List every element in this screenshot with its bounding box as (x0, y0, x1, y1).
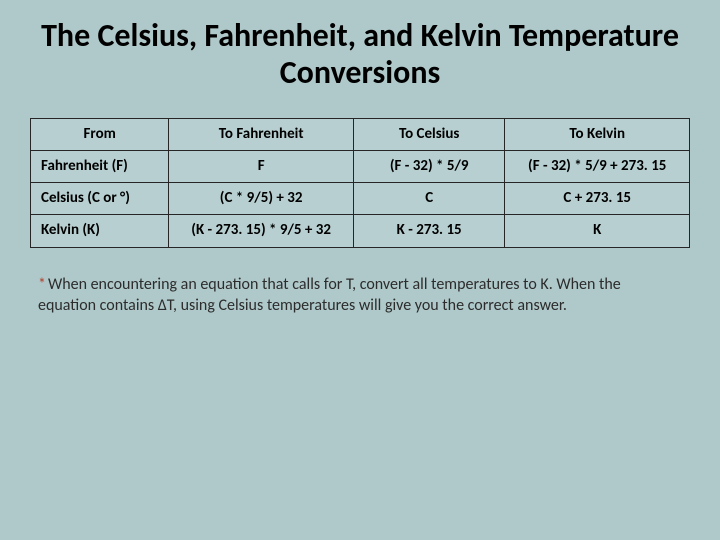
table-row: Kelvin (K) (K - 273. 15) * 9/5 + 32 K - … (31, 215, 690, 247)
header-to-fahrenheit: To Fahrenheit (169, 118, 354, 150)
footnote-star: * (38, 275, 48, 294)
header-to-kelvin: To Kelvin (505, 118, 690, 150)
page-title: The Celsius, Fahrenheit, and Kelvin Temp… (0, 0, 720, 100)
cell-f-to-k: (F - 32) * 5/9 + 273. 15 (505, 150, 690, 182)
row-label-fahrenheit: Fahrenheit (F) (31, 150, 169, 182)
footnote: *When encountering an equation that call… (38, 274, 682, 317)
cell-c-to-k: C + 273. 15 (505, 183, 690, 215)
header-from: From (31, 118, 169, 150)
cell-k-to-k: K (505, 215, 690, 247)
cell-c-to-f: (C * 9/5) + 32 (169, 183, 354, 215)
cell-f-to-c: (F - 32) * 5/9 (353, 150, 505, 182)
table-row: Fahrenheit (F) F (F - 32) * 5/9 (F - 32)… (31, 150, 690, 182)
conversion-table-container: From To Fahrenheit To Celsius To Kelvin … (0, 100, 720, 256)
row-label-kelvin: Kelvin (K) (31, 215, 169, 247)
cell-k-to-c: K - 273. 15 (353, 215, 505, 247)
cell-k-to-f: (K - 273. 15) * 9/5 + 32 (169, 215, 354, 247)
header-to-celsius: To Celsius (353, 118, 505, 150)
cell-f-to-f: F (169, 150, 354, 182)
conversion-table: From To Fahrenheit To Celsius To Kelvin … (30, 118, 690, 248)
row-label-celsius: Celsius (C or °) (31, 183, 169, 215)
table-row: Celsius (C or °) (C * 9/5) + 32 C C + 27… (31, 183, 690, 215)
cell-c-to-c: C (353, 183, 505, 215)
footnote-text: When encountering an equation that calls… (38, 275, 621, 316)
table-header-row: From To Fahrenheit To Celsius To Kelvin (31, 118, 690, 150)
footnote-container: *When encountering an equation that call… (0, 256, 720, 317)
